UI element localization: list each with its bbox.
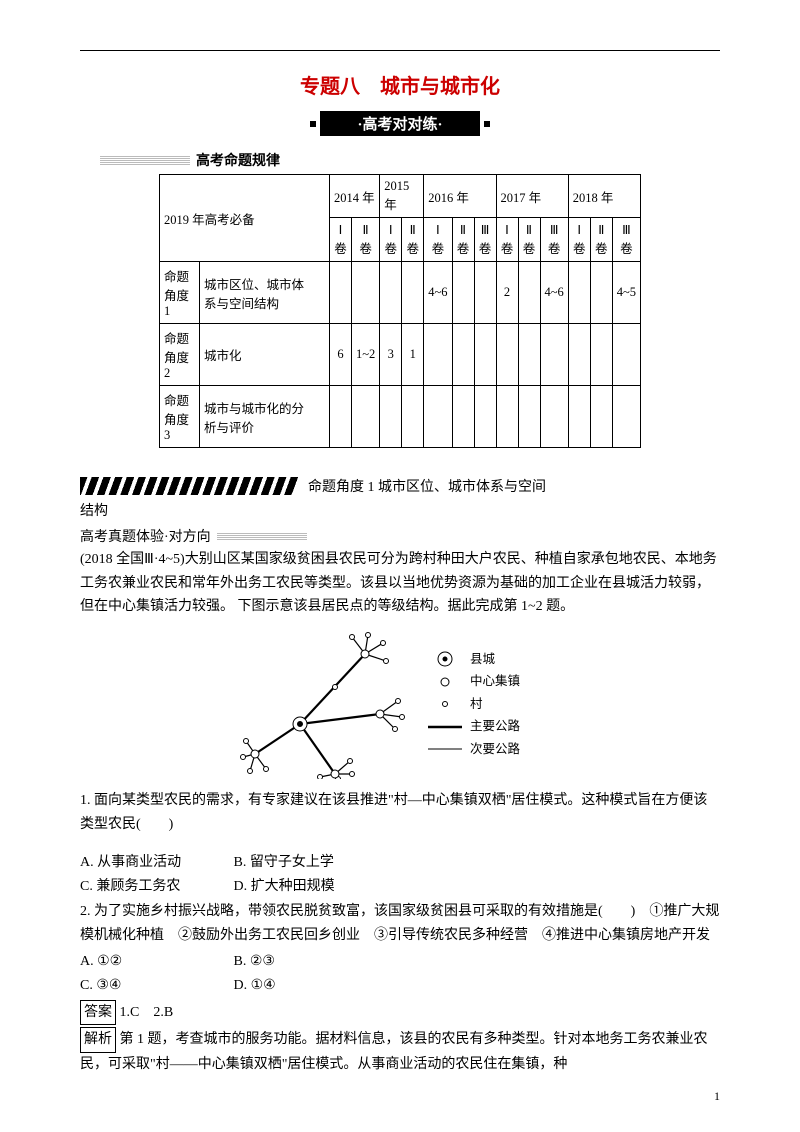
year-2015: 2015 年 (380, 175, 424, 218)
explain-text: 第 1 题，考查城市的服务功能。据材料信息，该县的农民有多种类型。针对本地务工务… (80, 1032, 708, 1072)
prep-label: 2019 年高考必备 (159, 175, 329, 262)
q2-opt-b: B. ②③ (234, 950, 384, 974)
answer-label: 答案 (80, 1000, 116, 1026)
q2-opt-a: A. ①② (80, 950, 230, 974)
settlement-diagram: 县城 中心集镇 村 主要公路 次要公路 (240, 629, 560, 779)
q1-options: A. 从事商业活动 B. 留守子女上学 C. 兼顾务工务农 D. 扩大种田规模 (80, 851, 720, 899)
doc-title: 专题八 城市与城市化 (80, 70, 720, 99)
explain-label: 解析 (80, 1027, 116, 1053)
legend-town: 中心集镇 (470, 670, 520, 693)
table-row: 命题 角度 1 城市区位、城市体 系与空间结构 4~6 2 4~6 4~5 (159, 262, 640, 324)
q1-opt-c: C. 兼顾务工务农 (80, 875, 230, 899)
page-number: 1 (714, 1089, 720, 1104)
rules-heading-text: 高考命题规律 (196, 150, 280, 170)
explain-line: 解析 第 1 题，考查城市的服务功能。据材料信息，该县的农民有多种类型。针对本地… (80, 1027, 720, 1077)
sub-road-icon (428, 744, 462, 754)
legend-county: 县城 (470, 648, 495, 671)
q2-opt-d: D. ①④ (234, 974, 384, 998)
county-symbol-icon (428, 650, 462, 668)
year-2017: 2017 年 (496, 175, 568, 218)
shade-decoration (100, 155, 190, 165)
sub-heading-text: 高考真题体验·对方向 (80, 526, 211, 546)
village-symbol-icon (428, 695, 462, 713)
legend-sub-road: 次要公路 (470, 738, 520, 761)
table-row: 命题 角度 2 城市化 6 1~2 3 1 (159, 324, 640, 386)
section-label-tail: 结构 (80, 500, 720, 524)
shade-decoration (217, 532, 307, 540)
q1-opt-a: A. 从事商业活动 (80, 851, 230, 875)
legend-village: 村 (470, 693, 483, 716)
section-label: 命题角度 1 城市区位、城市体系与空间 (308, 476, 546, 496)
exam-history-table: 2019 年高考必备 2014 年 2015 年 2016 年 2017 年 2… (159, 174, 641, 448)
q2-options: A. ①② B. ②③ C. ③④ D. ①④ (80, 950, 720, 998)
q2-stem: 2. 为了实施乡村振兴战略，带领农民脱贫致富，该国家级贫困县可采取的有效措施是(… (80, 900, 720, 948)
legend-main-road: 主要公路 (470, 715, 520, 738)
q2-opt-c: C. ③④ (80, 974, 230, 998)
table-row: 命题 角度 3 城市与城市化的分 析与评价 (159, 386, 640, 448)
diagram-legend: 县城 中心集镇 村 主要公路 次要公路 (428, 648, 520, 761)
main-road-icon (428, 722, 462, 732)
q1-opt-b: B. 留守子女上学 (234, 851, 384, 875)
sub-heading: 高考真题体验·对方向 (80, 526, 720, 546)
subtitle-band: ·高考对对练· (320, 111, 480, 136)
stripe-decoration-icon (80, 477, 300, 495)
q1-stem: 1. 面向某类型农民的需求，有专家建议在该县推进"村—中心集镇双栖"居住模式。这… (80, 789, 720, 837)
rules-heading: 高考命题规律 (100, 150, 720, 170)
section-heading: 命题角度 1 城市区位、城市体系与空间 (80, 476, 720, 496)
town-symbol-icon (428, 673, 462, 691)
year-2014: 2014 年 (329, 175, 379, 218)
year-2018: 2018 年 (568, 175, 640, 218)
passage-1: (2018 全国Ⅲ·4~5)大别山区某国家级贫困县农民可分为跨村种田大户农民、种… (80, 548, 720, 619)
year-2016: 2016 年 (424, 175, 496, 218)
network-svg (240, 629, 410, 779)
answer-line: 答案 1.C 2.B (80, 1000, 720, 1026)
q1-opt-d: D. 扩大种田规模 (234, 875, 384, 899)
answer-text: 1.C 2.B (120, 1005, 174, 1020)
